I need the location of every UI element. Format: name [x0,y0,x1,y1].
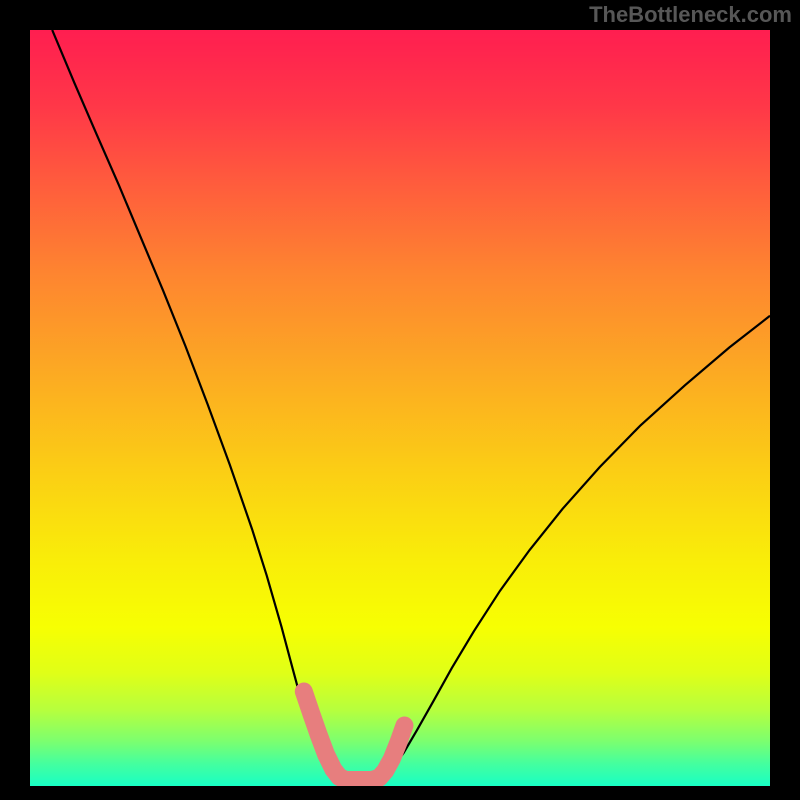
curve-layer [30,30,770,786]
watermark-text: TheBottleneck.com [589,2,792,28]
chart-frame: TheBottleneck.com [0,0,800,800]
trough-marker [304,692,405,780]
plot-area [30,30,770,786]
left-curve [52,30,347,781]
right-curve [376,316,770,782]
